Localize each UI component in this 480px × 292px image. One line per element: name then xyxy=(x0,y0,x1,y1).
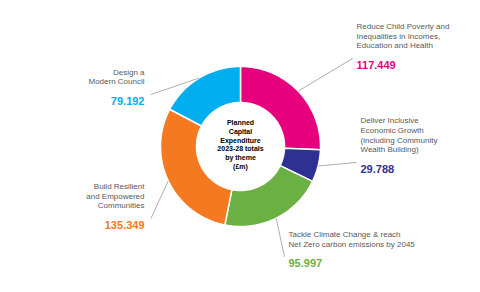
svg-text:Tackle Climate Change & reachN: Tackle Climate Change & reachNet Zero ca… xyxy=(289,230,416,249)
svg-text:Deliver InclusiveEconomic Grow: Deliver InclusiveEconomic Growth(includi… xyxy=(361,116,438,154)
svg-text:Reduce Child Poverty andInequa: Reduce Child Poverty andInequalities in … xyxy=(357,22,450,50)
svg-text:Build Resilientand EmpoweredCo: Build Resilientand EmpoweredCommunities xyxy=(86,182,145,210)
svg-text:Design aModern Council: Design aModern Council xyxy=(88,68,145,87)
svg-text:135.349: 135.349 xyxy=(105,219,145,231)
svg-text:PlannedCapitalExpenditure2023-: PlannedCapitalExpenditure2023-28 totalsb… xyxy=(217,119,263,171)
svg-text:117.449: 117.449 xyxy=(357,59,396,71)
svg-text:95.997: 95.997 xyxy=(289,257,323,269)
svg-text:79.192: 79.192 xyxy=(111,95,145,107)
svg-text:29.788: 29.788 xyxy=(361,163,395,175)
